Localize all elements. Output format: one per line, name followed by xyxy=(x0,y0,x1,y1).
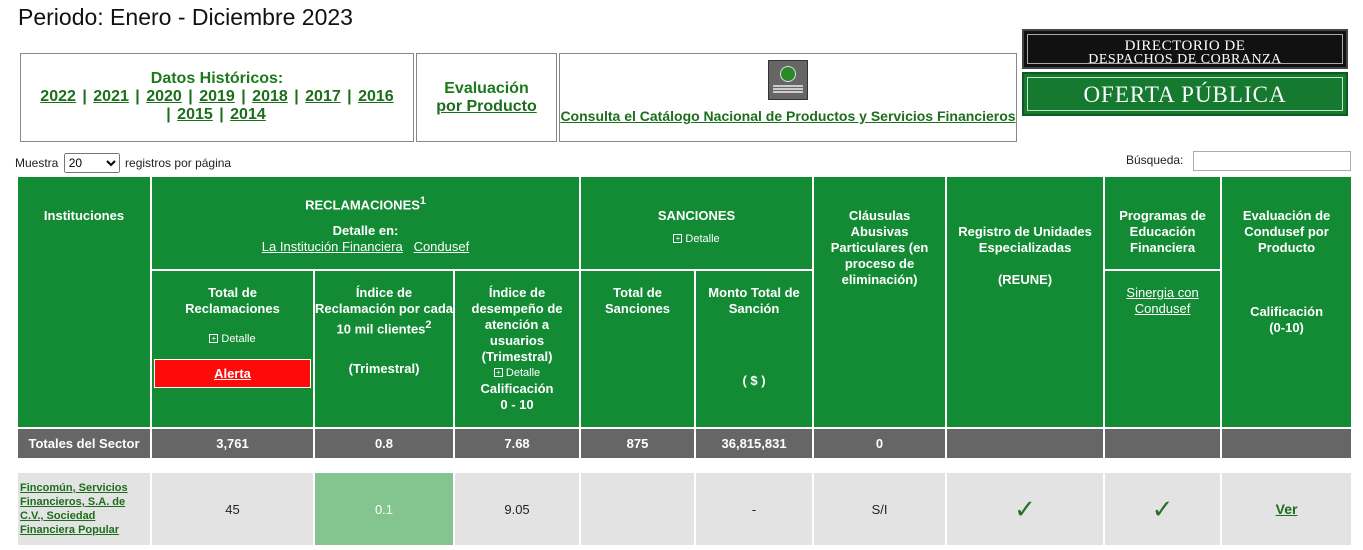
totals-desempeno: 7.68 xyxy=(452,427,582,460)
link-condusef[interactable]: Condusef xyxy=(413,239,470,255)
evaluacion-title: Evaluación de Condusef por Producto xyxy=(1242,208,1331,255)
sanciones-cell xyxy=(579,471,697,547)
search-control: Búsqueda: xyxy=(1126,151,1351,171)
totals-reclamaciones: 3,761 xyxy=(150,427,315,460)
indice-reclamacion-title: Índice de Reclamación por cada 10 mil cl… xyxy=(315,285,453,337)
col-indice-desempeno: Índice de desempeño de atención a usuari… xyxy=(452,269,582,429)
year-link-2022[interactable]: 2022 xyxy=(40,88,76,105)
col-programas: Programas de Educación Financiera xyxy=(1103,175,1223,271)
totals-label: Totales del Sector xyxy=(16,427,152,460)
totals-evaluacion xyxy=(1220,427,1354,460)
col-reune: Registro de Unidades Especializadas (REU… xyxy=(945,175,1106,429)
totals-sanciones: 875 xyxy=(579,427,697,460)
oferta-label: OFERTA PÚBLICA xyxy=(1083,82,1287,107)
totals-monto: 36,815,831 xyxy=(694,427,815,460)
indice-footnote: 2 xyxy=(425,319,432,331)
monto-cell: - xyxy=(694,471,815,547)
col-total-sanciones: Total de Sanciones xyxy=(579,269,697,429)
year-link-2014[interactable]: 2014 xyxy=(230,106,266,123)
col-institutions: Instituciones xyxy=(16,175,152,429)
ver-link[interactable]: Ver xyxy=(1275,501,1298,517)
expand-icon: + xyxy=(493,368,503,377)
evaluation-by-product-link[interactable]: por Producto xyxy=(436,98,537,115)
reclamaciones-cell: 45 xyxy=(150,471,315,547)
year-link-2015[interactable]: 2015 xyxy=(177,106,213,123)
catalog-link[interactable]: Consulta el Catálogo Nacional de Product… xyxy=(560,108,1016,124)
evaluacion-cell: Ver xyxy=(1220,471,1354,547)
page-size-select[interactable]: 20 xyxy=(63,153,120,173)
year-link-2020[interactable]: 2020 xyxy=(146,88,182,105)
col-reclamaciones: RECLAMACIONES1 Detalle en: La Institució… xyxy=(149,175,582,271)
year-link-2016[interactable]: 2016 xyxy=(358,88,394,105)
historic-title: Datos Históricos: xyxy=(150,70,284,87)
sanciones-detalle[interactable]: + Detalle xyxy=(581,233,812,245)
page-size-control: Muestra 20 registros por página xyxy=(15,153,231,173)
sanciones-title: SANCIONES xyxy=(657,208,736,223)
page-title: Periodo: Enero - Diciembre 2023 xyxy=(18,4,353,30)
alert-box: Alerta xyxy=(154,359,311,388)
trimestral-label: (Trimestral) xyxy=(348,361,420,377)
catalog-panel: Consulta el Catálogo Nacional de Product… xyxy=(559,53,1017,142)
historic-data-panel: Datos Históricos: 2022 | 2021 | 2020 | 2… xyxy=(20,53,414,142)
col-sinergia: Sinergia con Condusef xyxy=(1103,269,1223,429)
col-evaluacion: Evaluación de Condusef por Producto Cali… xyxy=(1220,175,1354,429)
monto-total-title: Monto Total de Sanción xyxy=(708,285,800,316)
directory-banner[interactable]: Directorio de despachos de cobranza xyxy=(1022,29,1348,69)
institutions-table: Instituciones RECLAMACIONES1 Detalle en:… xyxy=(16,175,1354,547)
totals-reune xyxy=(945,427,1106,460)
clausulas-cell: S/I xyxy=(812,471,948,547)
reune-cell: ✓ xyxy=(945,471,1106,547)
reclamaciones-title: RECLAMACIONES xyxy=(305,197,420,213)
programas-cell: ✓ xyxy=(1103,471,1223,547)
evaluation-by-product-panel: Evaluación por Producto xyxy=(416,53,557,142)
col-total-reclamaciones: Total de Reclamaciones + Detalle Alerta xyxy=(150,269,315,429)
totals-programas xyxy=(1103,427,1223,460)
calificacion-range: (0-10) xyxy=(1269,320,1304,335)
col-sanciones: SANCIONES + Detalle xyxy=(579,175,815,271)
year-link-2017[interactable]: 2017 xyxy=(305,88,341,105)
institution-cell: Fincomún, Servicios Financieros, S.A. de… xyxy=(16,471,152,547)
expand-icon: + xyxy=(209,334,219,343)
reune-title: Registro de Unidades Especializadas xyxy=(958,224,1092,255)
indice-cell: 0.1 xyxy=(313,471,455,547)
reune-abbr: (REUNE) xyxy=(997,272,1053,287)
indice-desempeno-title: Índice de desempeño de atención a usuari… xyxy=(471,285,563,364)
expand-icon: + xyxy=(673,234,683,243)
totals-indice: 0.8 xyxy=(313,427,455,460)
catalog-logo-icon[interactable] xyxy=(768,60,808,100)
alert-link[interactable]: Alerta xyxy=(214,366,251,381)
reclamaciones-footnote: 1 xyxy=(419,195,426,207)
col-monto-total: Monto Total de Sanción ( $ ) xyxy=(694,269,815,429)
desempeno-cell: 9.05 xyxy=(452,471,582,547)
year-link-2018[interactable]: 2018 xyxy=(252,88,288,105)
evaluation-line1: Evaluación xyxy=(444,80,529,97)
year-link-2019[interactable]: 2019 xyxy=(199,88,235,105)
show-prefix: Muestra xyxy=(15,156,59,170)
search-input[interactable] xyxy=(1193,151,1351,171)
moneda-label: ( $ ) xyxy=(742,373,766,388)
totals-row: Totales del Sector 3,761 0.8 7.68 875 36… xyxy=(16,427,1354,460)
desempeno-detalle[interactable]: + Detalle xyxy=(455,365,579,381)
col-indice-reclamacion: Índice de Reclamación por cada 10 mil cl… xyxy=(313,269,455,429)
institution-link[interactable]: Fincomún, Servicios Financieros, S.A. de… xyxy=(20,482,128,536)
check-icon: ✓ xyxy=(1014,493,1036,524)
year-link-2021[interactable]: 2021 xyxy=(93,88,129,105)
historic-years: 2022 | 2021 | 2020 | 2019 | 2018 | 2017 … xyxy=(40,88,394,123)
calif-desempeno-range: 0 - 10 xyxy=(500,397,534,412)
total-reclamaciones-title: Total de Reclamaciones xyxy=(185,285,280,316)
sinergia-link[interactable]: Sinergia con Condusef xyxy=(1126,285,1199,316)
table-row: Fincomún, Servicios Financieros, S.A. de… xyxy=(16,471,1354,547)
col-clausulas: Cláusulas Abusivas Particulares (en proc… xyxy=(812,175,948,429)
search-label: Búsqueda: xyxy=(1126,153,1184,167)
show-suffix: registros por página xyxy=(125,156,232,170)
calificacion-label: Calificación xyxy=(1250,304,1324,319)
calif-desempeno-label: Calificación xyxy=(480,381,554,396)
detalle-en-label: Detalle en: xyxy=(332,223,399,239)
total-reclamaciones-detalle[interactable]: + Detalle xyxy=(152,331,313,347)
link-institucion-financiera[interactable]: La Institución Financiera xyxy=(261,239,403,255)
check-icon: ✓ xyxy=(1151,493,1174,524)
totals-clausulas: 0 xyxy=(812,427,948,460)
directory-line1: Directorio de xyxy=(1124,38,1246,54)
oferta-publica-banner[interactable]: OFERTA PÚBLICA xyxy=(1022,72,1348,116)
